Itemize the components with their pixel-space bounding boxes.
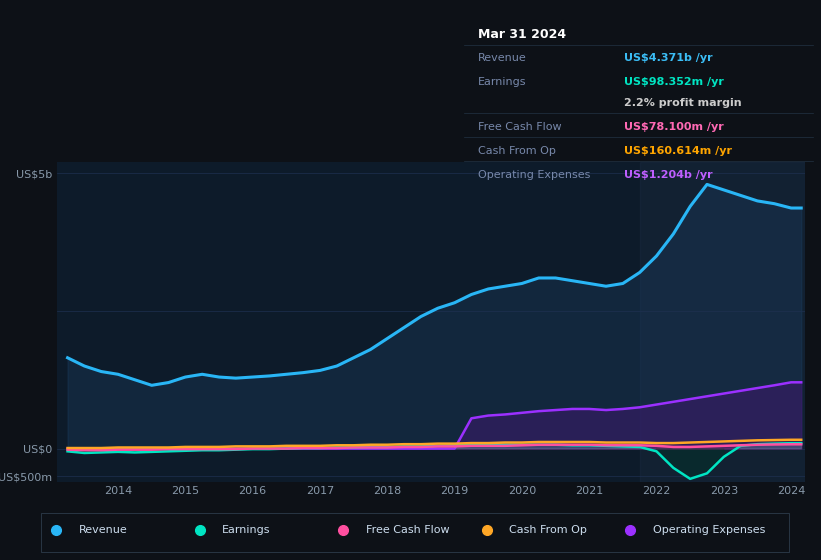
Text: US$78.100m /yr: US$78.100m /yr bbox=[624, 122, 724, 132]
Text: Revenue: Revenue bbox=[79, 525, 127, 535]
Text: US$98.352m /yr: US$98.352m /yr bbox=[624, 77, 724, 87]
Text: Cash From Op: Cash From Op bbox=[509, 525, 587, 535]
Text: Earnings: Earnings bbox=[222, 525, 271, 535]
Text: Revenue: Revenue bbox=[478, 53, 526, 63]
Text: Free Cash Flow: Free Cash Flow bbox=[478, 122, 562, 132]
Text: Operating Expenses: Operating Expenses bbox=[653, 525, 765, 535]
Text: Operating Expenses: Operating Expenses bbox=[478, 170, 590, 180]
Text: Cash From Op: Cash From Op bbox=[478, 146, 556, 156]
Text: Mar 31 2024: Mar 31 2024 bbox=[478, 28, 566, 41]
Text: 2.2% profit margin: 2.2% profit margin bbox=[624, 98, 742, 108]
Text: US$160.614m /yr: US$160.614m /yr bbox=[624, 146, 732, 156]
Text: US$1.204b /yr: US$1.204b /yr bbox=[624, 170, 713, 180]
Bar bbox=[640, 162, 805, 482]
Text: Earnings: Earnings bbox=[478, 77, 526, 87]
Text: Free Cash Flow: Free Cash Flow bbox=[366, 525, 449, 535]
Text: US$4.371b /yr: US$4.371b /yr bbox=[624, 53, 713, 63]
